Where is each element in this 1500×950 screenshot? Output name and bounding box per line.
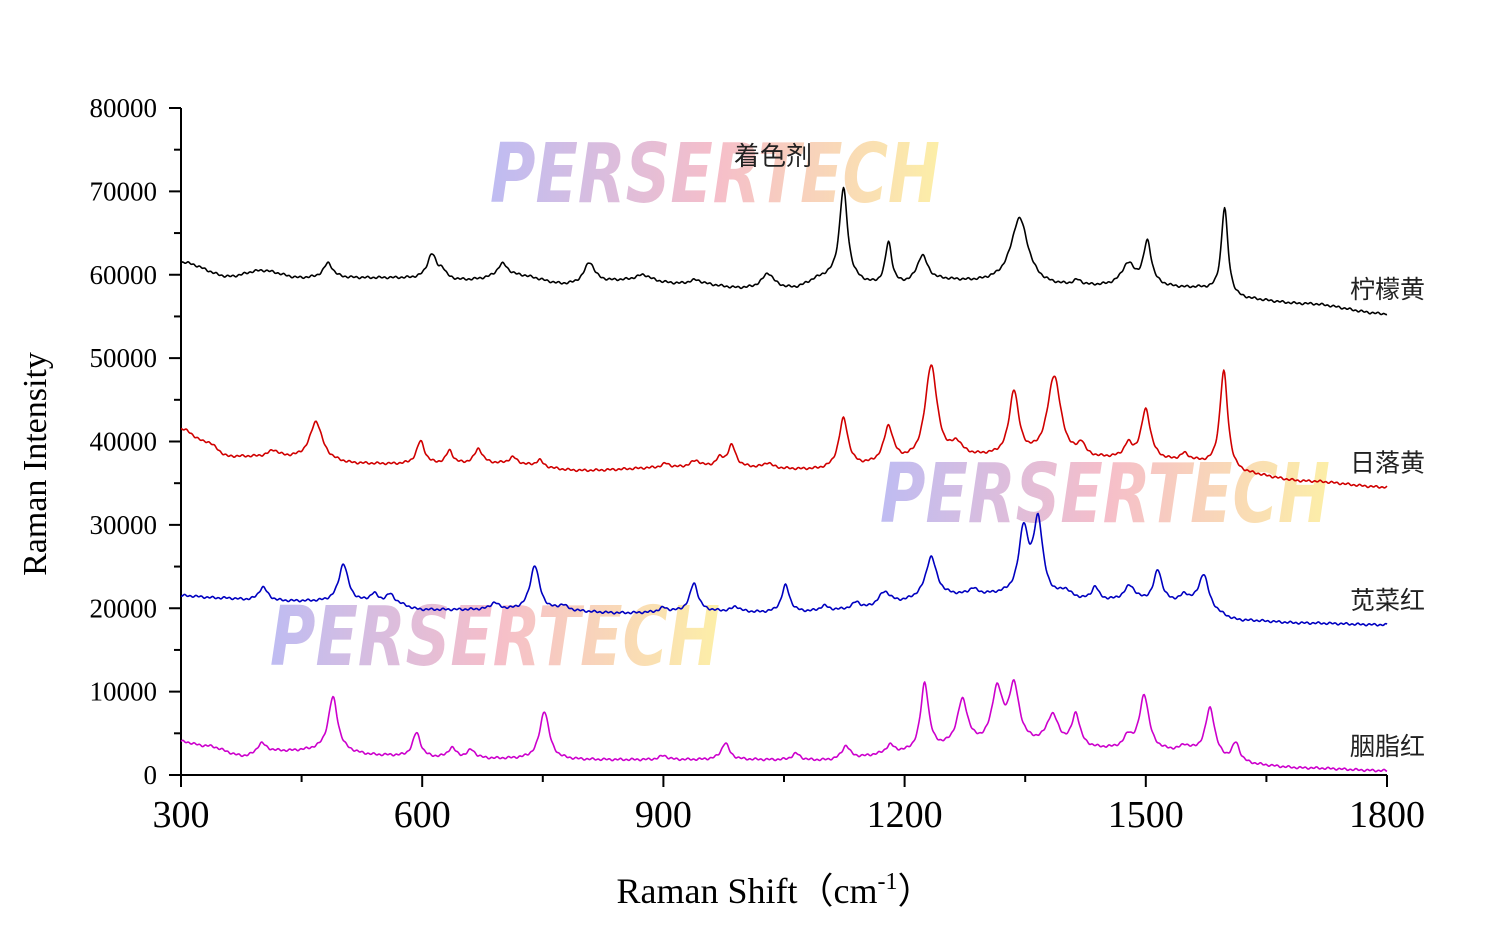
watermark-layer: PERSERTECH PERSERTECH PERSERTECH	[270, 127, 1330, 685]
y-axis: 0 10000 20000 30000 40000 50000 60000 70000 8000…	[90, 93, 182, 790]
series-line	[180, 364, 1388, 489]
y-tick-label: 50000	[90, 343, 158, 373]
series-line	[180, 679, 1388, 773]
chart-title: 着色剂	[734, 142, 812, 172]
watermark-middle: PERSERTECH	[880, 447, 1330, 542]
watermark-top: PERSERTECH	[490, 127, 940, 222]
x-tick-label: 300	[153, 794, 210, 836]
watermark-bottom: PERSERTECH	[270, 590, 720, 685]
x-tick-label: 600	[394, 794, 451, 836]
y-tick-label: 10000	[90, 677, 158, 707]
y-tick-label: 40000	[90, 427, 158, 457]
x-tick-label: 1200	[867, 794, 943, 836]
series-layer	[180, 186, 1388, 773]
series-label: 苋菜红	[1350, 586, 1425, 615]
x-axis-label: Raman Shift（cm-1）	[617, 869, 934, 911]
x-axis-label-superscript: -1	[877, 869, 897, 895]
series-line	[180, 512, 1388, 627]
series-label: 日落黄	[1350, 448, 1425, 477]
y-tick-label: 30000	[90, 510, 158, 540]
series-label: 柠檬黄	[1350, 275, 1425, 304]
x-tick-label: 1800	[1349, 794, 1425, 836]
y-tick-label: 80000	[90, 93, 158, 123]
x-axis-label-close: ）	[897, 871, 933, 911]
series-line	[180, 186, 1388, 316]
y-tick-label: 0	[144, 760, 158, 790]
x-tick-label: 900	[635, 794, 692, 836]
x-tick-label: 1500	[1108, 794, 1184, 836]
y-tick-label: 20000	[90, 593, 158, 623]
y-tick-label: 70000	[90, 176, 158, 206]
x-axis: 300 600 900 1200 1500 1800	[153, 774, 1425, 836]
series-label: 胭脂红	[1350, 732, 1425, 761]
y-axis-label: Raman Intensity	[17, 352, 54, 576]
y-tick-label: 60000	[90, 260, 158, 290]
x-axis-label-main: Raman Shift（cm	[617, 871, 878, 911]
